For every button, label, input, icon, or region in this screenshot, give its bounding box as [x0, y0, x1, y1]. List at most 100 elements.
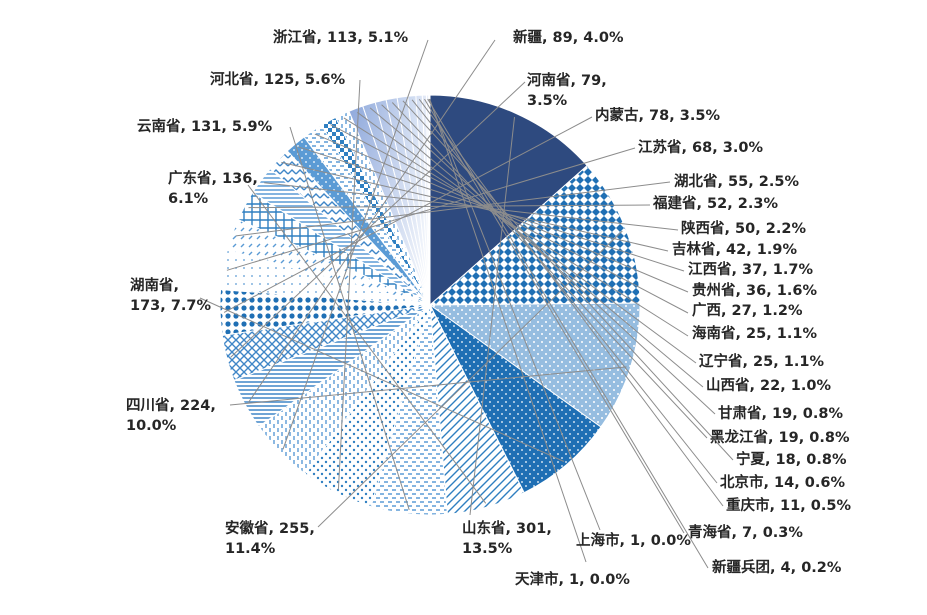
data-label-line: 宁夏, 18, 0.8%	[736, 450, 847, 468]
data-label-line: 云南省, 131, 5.9%	[137, 117, 273, 135]
leader-line-5e7f4e1c7701	[247, 184, 487, 504]
data-label-line: 浙江省, 113, 5.1%	[273, 28, 409, 46]
data-label-5e7f4e1c7701: 广东省, 136, 6.1%	[168, 169, 258, 207]
data-label-line: 广西, 27, 1.2%	[692, 301, 803, 319]
data-label-line: 重庆市, 11, 0.5%	[726, 496, 851, 514]
data-label-line: 海南省, 25, 1.1%	[692, 324, 817, 342]
slice-6e5653577701	[429, 304, 602, 494]
leader-line-540967977701	[281, 161, 669, 252]
data-label-line: 河北省, 125, 5.6%	[210, 70, 346, 88]
data-label-line: 天津市, 1, 0.0%	[515, 570, 630, 588]
leader-line-8fbd5b817701	[357, 111, 697, 364]
data-label-line: 湖南省,	[130, 276, 179, 294]
leader-line-6c5f82cf7701	[226, 147, 636, 271]
leader-line-65b07586	[248, 39, 496, 403]
data-label-line: 11.4%	[225, 541, 276, 557]
leader-line-6d7753577701	[343, 117, 689, 337]
leader-lines	[199, 39, 734, 569]
data-label-751880837701: 甘肃省, 19, 0.8%	[718, 404, 843, 422]
data-label-6d596c5f7701: 浙江省, 113, 5.1%	[273, 28, 409, 46]
leader-line-9ed19f996c5f7701	[391, 102, 708, 439]
data-label-6c5f82cf7701: 江苏省, 68, 3.0%	[638, 138, 763, 156]
data-label-line: 黑龙江省, 19, 0.8%	[710, 428, 850, 446]
leader-line-5c714e1c7701	[469, 117, 515, 516]
data-label-line: 山东省, 301,	[462, 519, 552, 537]
data-label-line: 青海省, 7, 0.3%	[688, 523, 803, 541]
data-label-59296d255e02: 天津市, 1, 0.0%	[515, 570, 630, 588]
data-label-line: 广东省, 136,	[168, 169, 258, 187]
data-label-91cd5e865e02: 重庆市, 11, 0.5%	[726, 496, 851, 514]
data-label-4e9153577701: 云南省, 131, 5.9%	[137, 117, 273, 135]
data-label-line: 陕西省, 50, 2.2%	[681, 219, 806, 237]
data-label-8d355dde7701: 贵州省, 36, 1.6%	[692, 281, 817, 299]
data-label-line: 10.0%	[126, 418, 177, 434]
data-label-line: 山西省, 22, 1.0%	[706, 376, 831, 394]
data-label-65b07586: 新疆, 89, 4.0%	[513, 28, 624, 46]
slice-5b895fbd7701	[428, 164, 641, 306]
data-label-line: 内蒙古, 78, 3.5%	[595, 106, 720, 124]
pie-slices	[219, 94, 641, 516]
data-label-line: 河南省, 79,	[527, 71, 607, 89]
data-label-line: 江西省, 37, 1.7%	[688, 260, 813, 278]
data-label-5185849953e4: 内蒙古, 78, 3.5%	[595, 106, 720, 124]
data-labels: 山东省, 301, 13.5% 安徽省, 255, 11.4% 四川省, 224, 10.…	[126, 28, 851, 588]
data-label-line: 6.1%	[168, 191, 209, 207]
leader-line-56db5ddd7701	[229, 366, 627, 406]
data-label-line: 13.5%	[462, 541, 513, 557]
data-label-6cb353577701: 河南省, 79, 3.5%	[527, 71, 607, 109]
data-label-6cb353177701: 河北省, 125, 5.6%	[210, 70, 346, 88]
data-label-56db5ddd7701: 四川省, 224, 10.0%	[126, 396, 216, 434]
data-label-6e5653577701: 湖南省, 173, 7.7%	[130, 276, 212, 314]
data-label-line: 北京市, 14, 0.6%	[720, 473, 845, 491]
data-label-4e0a6d775e02: 上海市, 1, 0.0%	[576, 531, 691, 549]
data-label-53174eac5e02: 北京市, 14, 0.6%	[720, 473, 845, 491]
data-label-line: 辽宁省, 25, 1.1%	[699, 352, 824, 370]
data-label-line: 新疆, 89, 4.0%	[513, 28, 624, 46]
data-label-line: 173, 7.7%	[130, 298, 212, 314]
data-label-6d7753577701: 海南省, 25, 1.1%	[692, 324, 817, 342]
data-label-5c71897f7701: 山西省, 22, 1.0%	[706, 376, 831, 394]
data-label-line: 上海市, 1, 0.0%	[576, 531, 691, 549]
data-label-line: 甘肃省, 19, 0.8%	[718, 404, 843, 422]
data-label-line: 江苏省, 68, 3.0%	[638, 138, 763, 156]
leader-line-6cb353177701	[337, 79, 361, 490]
data-label-798f5efa7701: 福建省, 52, 2.3%	[652, 194, 778, 212]
data-label-line: 安徽省, 255,	[225, 519, 315, 537]
leader-line-5c71897f7701	[369, 107, 704, 388]
leader-line-5b81590f	[402, 100, 734, 461]
data-label-line: 吉林省, 42, 1.9%	[672, 240, 797, 258]
data-label-5e7f897f: 广西, 27, 1.2%	[692, 301, 803, 319]
data-label-5c714e1c7701: 山东省, 301, 13.5%	[462, 519, 552, 557]
data-label-line: 福建省, 52, 2.3%	[652, 194, 778, 212]
data-label-6e5653177701: 湖北省, 55, 2.5%	[674, 172, 799, 190]
slice-5c714e1c7701	[429, 94, 588, 307]
data-label-9655897f7701: 陕西省, 50, 2.2%	[681, 219, 806, 237]
leader-line-4e9153577701	[289, 126, 410, 511]
leader-line-8d355dde7701	[314, 133, 689, 293]
data-label-8fbd5b817701: 辽宁省, 25, 1.1%	[699, 352, 824, 370]
leader-line-59296d255e02	[429, 98, 587, 563]
leader-line-65b07586517556e2	[427, 98, 709, 569]
data-label-5b895fbd7701: 安徽省, 255, 11.4%	[225, 519, 315, 557]
data-label-line: 3.5%	[527, 93, 568, 109]
data-label-540967977701: 吉林省, 42, 1.9%	[672, 240, 797, 258]
leader-line-4e0a6d775e02	[428, 98, 601, 531]
data-label-97526d777701: 青海省, 7, 0.3%	[688, 523, 803, 541]
leader-line-6cb353577701	[230, 81, 526, 358]
data-label-9ed19f996c5f7701: 黑龙江省, 19, 0.8%	[710, 428, 850, 446]
data-label-line: 四川省, 224,	[126, 396, 216, 414]
leader-line-6e5653177701	[235, 181, 671, 237]
leader-line-5e7f897f	[330, 124, 689, 314]
leader-line-6e5653577701	[199, 297, 565, 462]
leader-line-798f5efa7701	[248, 204, 651, 209]
data-label-line: 湖北省, 55, 2.5%	[674, 172, 799, 190]
leader-line-97526d777701	[424, 98, 685, 534]
data-label-line: 贵州省, 36, 1.6%	[692, 281, 817, 299]
leader-line-91cd5e865e02	[418, 99, 724, 507]
data-label-6c5f897f7701: 江西省, 37, 1.7%	[688, 260, 813, 278]
slice-59296d255e02	[428, 94, 431, 306]
data-label-5b81590f: 宁夏, 18, 0.8%	[736, 450, 847, 468]
data-label-65b07586517556e2: 新疆兵团, 4, 0.2%	[712, 558, 842, 576]
data-label-line: 新疆兵团, 4, 0.2%	[712, 558, 842, 576]
